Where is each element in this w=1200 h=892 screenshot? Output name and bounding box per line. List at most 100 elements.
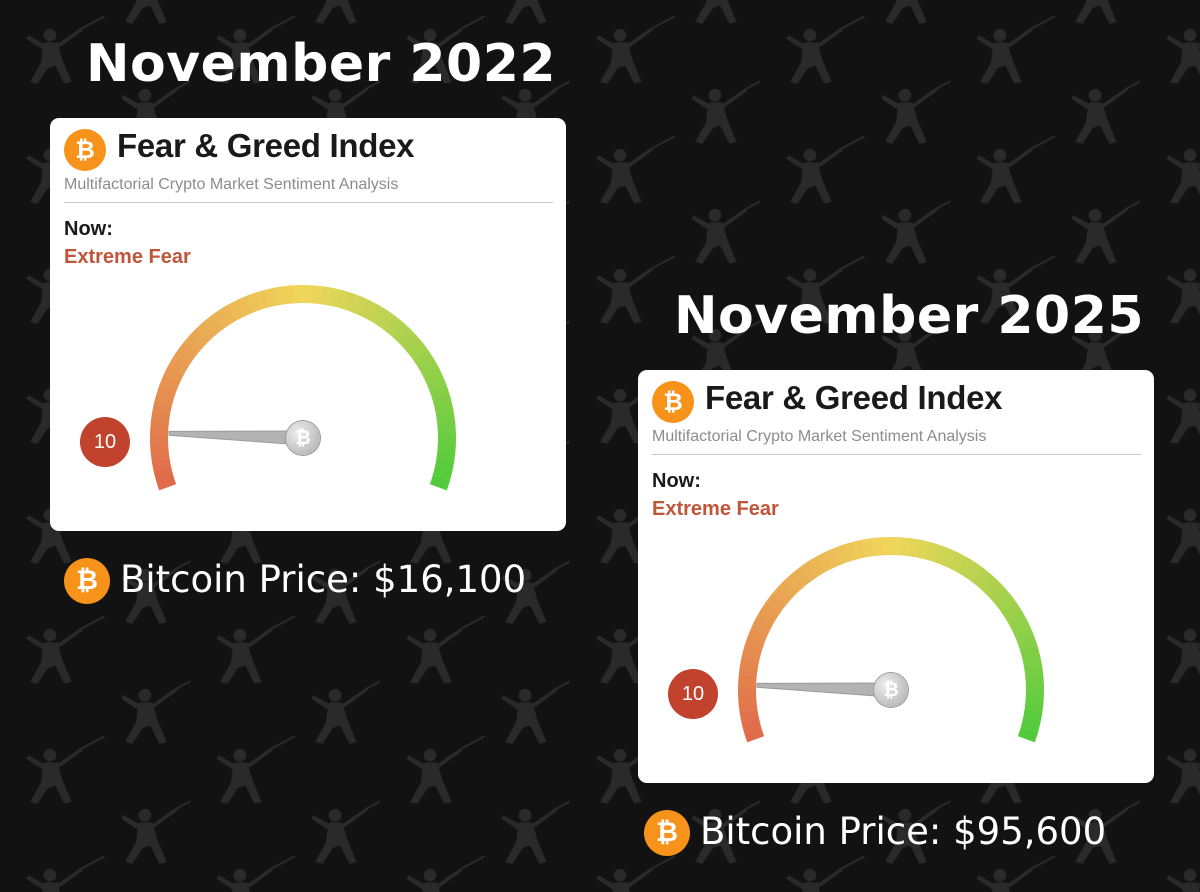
gauge-arc-segment [413, 350, 435, 369]
card-subtitle: Multifactorial Crypto Market Sentiment A… [64, 176, 399, 193]
gauge-arc-segment [273, 286, 287, 306]
bitcoin-icon: ₿ [652, 381, 694, 423]
gauge-arc-segment [1025, 674, 1044, 687]
gauge-arc-segment [236, 295, 254, 317]
gauge-arc-segment [189, 327, 211, 348]
gauge-arc-segment [376, 309, 396, 331]
gauge-arc-segment [1022, 711, 1043, 725]
gauge-arc-segment [402, 334, 424, 355]
gauge-arc-segment [426, 375, 447, 393]
gauge-arc-segment [432, 467, 453, 483]
index-value-badge: 10 [668, 669, 718, 719]
fear-greed-card: ₿ Fear & Greed Index Multifactorial Cryp… [50, 118, 566, 531]
gauge-arc-segment [751, 617, 772, 636]
gauge-arc-segment [156, 383, 177, 400]
bitcoin-price: Bitcoin Price: $16,100 [120, 558, 527, 601]
sentiment-value: Extreme Fear [652, 498, 779, 520]
gauge-arc-segment [984, 579, 1005, 600]
gauge-arc-segment [765, 593, 787, 613]
gauge-arc-segment [996, 594, 1018, 614]
gauge-arc-segment [436, 450, 456, 464]
gauge-needle [168, 430, 304, 446]
gauge-arc-segment [211, 309, 231, 330]
gauge-arc-segment [163, 365, 184, 384]
gauge-arc-segment [383, 315, 403, 336]
bitcoin-icon: ₿ [644, 810, 690, 856]
gauge-arc-segment [744, 635, 765, 652]
gauge-arc-segment [429, 384, 450, 401]
gauge-arc-segment [738, 673, 757, 686]
gauge-arc-segment [741, 718, 762, 734]
gauge-arc-segment [311, 285, 324, 305]
gauge-arc-segment [155, 474, 177, 491]
gauge-arc-segment [437, 422, 456, 435]
gauge-arc-segment [784, 572, 805, 593]
gauge-arc-segment [150, 421, 169, 434]
gauge-arc-segment [916, 539, 931, 560]
gauge-arc-segment [153, 466, 174, 482]
gauge-arc-segment [437, 441, 456, 454]
gauge-arc-segment [852, 539, 867, 560]
gauge-arc-segment [771, 586, 792, 606]
gauge-arc-segment [971, 567, 991, 588]
gauge-arc-segment [328, 287, 343, 308]
bitcoin-icon: ₿ [874, 673, 908, 707]
gauge-arc-segment [418, 358, 440, 377]
gauge-arc-segment [203, 314, 224, 336]
gauge-arc-segment [747, 626, 769, 644]
gauge-arc-segment [964, 561, 984, 583]
gauge-arc-segment [1020, 719, 1041, 735]
now-label: Now: [652, 470, 701, 492]
gauge-arc-segment [152, 402, 172, 417]
gauge-arc-segment [816, 551, 834, 573]
gauge-arc-segment [833, 544, 850, 565]
sentiment-gauge [150, 285, 456, 491]
gauge-arc-segment [1001, 602, 1023, 621]
gauge-arc-segment [408, 342, 430, 362]
gauge-arc-segment [738, 701, 758, 714]
gauge-arc-segment [390, 321, 411, 342]
gauge-arc-segment [337, 289, 353, 311]
bitcoin-price: Bitcoin Price: $95,600 [700, 810, 1107, 853]
gauge-arc-segment [743, 726, 765, 743]
gauge-arc-segment [396, 327, 417, 348]
panel-heading: November 2025 [674, 286, 1145, 346]
gauge-arc-segment [1022, 655, 1043, 670]
gauge-arc-segment [434, 403, 455, 418]
gauge-arc-segment [908, 538, 922, 558]
gauge-arc-segment [738, 692, 757, 705]
panel-heading: November 2022 [86, 34, 557, 94]
gauge-arc-segment [990, 586, 1012, 607]
gauge-arc-segment [1006, 610, 1028, 629]
gauge-arc-segment [353, 296, 371, 317]
gauge-arc-segment [151, 458, 172, 472]
gauge-arc-segment [150, 412, 170, 425]
gauge-arc-segment [978, 573, 999, 594]
gauge-arc-segment [925, 541, 941, 563]
bitcoin-icon: ₿ [64, 129, 106, 171]
now-label: Now: [64, 218, 113, 240]
gauge-arc-segment [177, 341, 199, 361]
gauge-arc-segment [434, 459, 455, 473]
gauge-arc-segment [153, 392, 174, 408]
gauge-arc-segment [345, 292, 362, 314]
gauge-arc-segment [941, 548, 959, 569]
index-value-badge: 10 [80, 417, 130, 467]
gauge-arc-segment [320, 286, 334, 306]
gauge-arc-segment [807, 556, 826, 577]
gauge-arc-segment [799, 561, 819, 582]
gauge-arc-segment [245, 292, 262, 313]
bitcoin-icon: ₿ [64, 558, 110, 604]
gauge-arc-segment [264, 287, 279, 308]
gauge-arc-segment [842, 541, 858, 562]
gauge-arc-segment [369, 304, 388, 326]
card-divider [652, 454, 1141, 455]
gauge-arc-segment [183, 334, 204, 354]
gauge-arc-segment [219, 304, 238, 325]
gauge-arc-segment [432, 394, 453, 409]
gauge-arc-segment [422, 366, 444, 385]
gauge-arc-segment [755, 609, 777, 628]
gauge-arc-segment [172, 349, 194, 368]
gauge-arc-segment [791, 566, 812, 588]
bitcoin-icon: ₿ [286, 421, 320, 455]
